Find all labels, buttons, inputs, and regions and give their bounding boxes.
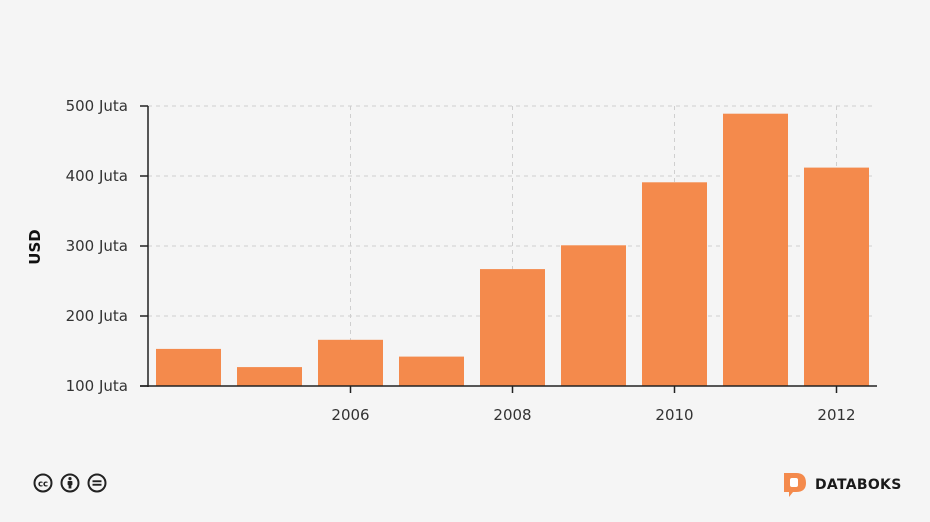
brand-name: DATABOKS [815, 477, 902, 493]
x-axis-ticks: 2006 2008 2010 2012 [331, 386, 856, 424]
bar-2006 [318, 339, 383, 386]
y-tick-label: 400 Juta [66, 167, 128, 185]
databoks-logo-icon [784, 473, 806, 497]
x-tick-label: 2012 [817, 406, 855, 424]
svg-text:cc: cc [38, 480, 48, 490]
x-tick-label: 2010 [655, 406, 693, 424]
bar-2011 [723, 113, 788, 386]
bar-2009 [561, 245, 626, 386]
bar-2005 [237, 367, 302, 386]
bar-2012 [804, 167, 869, 386]
y-tick-label: 300 Juta [66, 237, 128, 255]
y-axis-label: USD [26, 229, 44, 264]
bar-2008 [480, 269, 545, 386]
attribution-icon [60, 473, 80, 493]
y-tick-label: 500 Juta [66, 97, 128, 115]
y-tick-label: 100 Juta [66, 377, 128, 395]
creative-commons-icon: cc [33, 473, 53, 493]
x-tick-label: 2008 [493, 406, 531, 424]
bar-2010 [642, 182, 707, 386]
bar-2004 [156, 348, 221, 386]
no-derivatives-icon [87, 473, 107, 493]
bar-2007 [399, 356, 464, 386]
x-tick-label: 2006 [331, 406, 369, 424]
databoks-logo: DATABOKS [783, 472, 902, 498]
bar-series [156, 113, 869, 386]
y-tick-label: 200 Juta [66, 307, 128, 325]
y-axis-ticks: 100 Juta 200 Juta 300 Juta 400 Juta 500 Juta [66, 97, 148, 395]
license-icons: cc [33, 473, 107, 493]
